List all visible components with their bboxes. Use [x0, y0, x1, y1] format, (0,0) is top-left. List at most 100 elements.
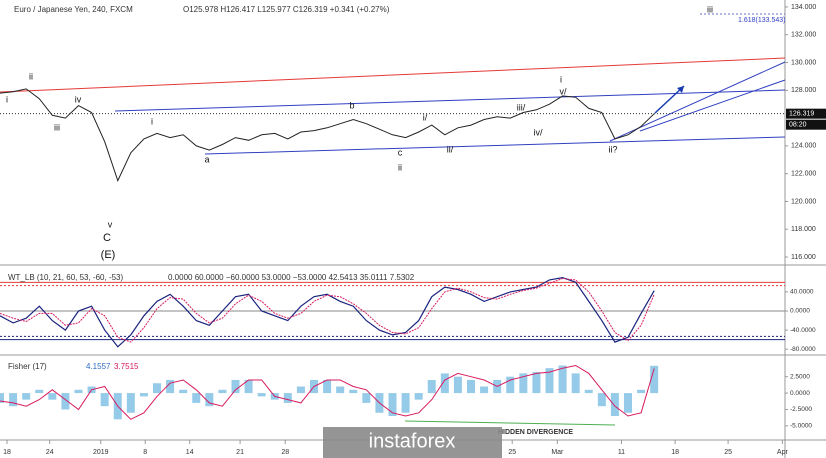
wt-readout: 0.0000 60.0000 −60.0000 53.0000 −53.0000…	[168, 273, 415, 282]
y-tick-label: -80.0000	[790, 346, 816, 353]
y-tick-label: 122.000	[791, 171, 816, 178]
x-tick-label: 28	[281, 449, 289, 456]
fisher-bar	[166, 379, 175, 394]
fisher-bar	[192, 393, 201, 403]
fisher-bar	[650, 365, 659, 394]
fisher-bar	[440, 373, 449, 394]
x-tick-label: 25	[508, 449, 516, 456]
fisher-bar	[624, 393, 632, 413]
x-tick-label: 14	[186, 449, 194, 456]
wave-label: iv/	[534, 127, 543, 137]
x-tick-label: Mar	[551, 449, 564, 456]
x-tick-label: 18	[3, 449, 11, 456]
wave-label: iii/	[517, 102, 526, 112]
fisher-bar	[597, 393, 606, 407]
trend-line	[0, 57, 786, 93]
fisher-bar	[323, 379, 332, 394]
x-tick-label: 11	[618, 449, 625, 456]
y-tick-label: 0.0000	[790, 390, 810, 397]
fisher-bar	[362, 393, 371, 403]
watermark-box	[323, 427, 502, 458]
channel-line	[639, 79, 786, 132]
fisher-bar	[545, 368, 554, 394]
wave-label: v	[108, 219, 113, 229]
y-tick-label: -5.0000	[790, 423, 812, 430]
x-tick-label: Apr	[777, 449, 789, 456]
last-price-label: 126.319	[789, 111, 814, 118]
y-tick-label: 124.000	[791, 143, 816, 150]
fisher-bar	[453, 376, 462, 394]
fisher-bar	[244, 379, 253, 394]
channel-line	[114, 89, 786, 112]
wave-label: ii?	[608, 144, 617, 154]
fisher-bar	[48, 393, 57, 400]
fisher-bar	[349, 389, 358, 394]
fisher-bar	[283, 393, 292, 403]
fisher-bar	[401, 393, 410, 413]
wave-label: b	[349, 100, 354, 110]
y-tick-label: 2.5000	[790, 373, 810, 380]
wave-label: c	[398, 147, 403, 157]
fisher-bar	[336, 386, 345, 394]
x-tick-label: 18	[671, 449, 679, 456]
trigger-line	[0, 364, 655, 420]
wave-label: iii	[707, 4, 713, 14]
wave-label: i/	[423, 112, 428, 122]
fisher-bar	[388, 393, 397, 417]
x-tick-label: 8	[143, 449, 147, 456]
chart-title: Euro / Japanese Yen, 240, FXCM	[14, 5, 133, 14]
wave-label: i	[6, 94, 8, 104]
fisher-bar	[22, 393, 31, 400]
y-tick-label: -2.5000	[790, 406, 812, 413]
fisher-bar	[35, 389, 44, 394]
wave-label: iii	[54, 122, 60, 132]
fisher-bar	[532, 372, 541, 394]
wave-label: ii	[398, 162, 402, 172]
arrow	[654, 85, 685, 114]
x-tick-label: 25	[724, 449, 732, 456]
y-tick-label: 120.000	[791, 198, 816, 205]
fisher-bar	[427, 379, 436, 394]
time-tag	[786, 119, 826, 130]
wave-label: i	[560, 74, 562, 84]
ohlc-readout: O125.978 H126.417 L125.977 C126.319 +0.3…	[183, 5, 390, 14]
price-tag	[786, 108, 826, 119]
fisher-bar	[414, 393, 423, 400]
fisher-bar	[153, 383, 161, 394]
fisher-bar	[257, 393, 266, 397]
fisher-bar	[100, 393, 109, 407]
fisher-bar	[218, 389, 227, 394]
wt2-line	[0, 277, 655, 343]
fisher-bar	[231, 379, 240, 394]
x-tick-label: 21	[236, 449, 244, 456]
watermark: instaforex	[369, 430, 456, 452]
y-tick-label: 118.000	[791, 226, 816, 233]
fisher-bar	[558, 365, 567, 394]
fisher-bar	[571, 373, 580, 394]
wave-label: ii/	[447, 144, 454, 154]
fisher-bar	[0, 393, 4, 403]
fisher-bar	[61, 393, 70, 410]
fisher-bar	[126, 393, 135, 413]
channel-line	[204, 136, 786, 155]
fisher-bar	[480, 386, 489, 394]
fisher-bar	[9, 393, 18, 407]
fisher-bar	[584, 389, 593, 394]
fisher-bar	[467, 379, 475, 394]
wave-label: v/	[559, 86, 567, 96]
y-tick-label: 116.000	[791, 254, 816, 261]
fisher-readout: 4.1557	[86, 362, 111, 371]
wave-label: iv	[75, 94, 82, 104]
divergence-line	[404, 420, 616, 426]
fisher-bar	[519, 373, 528, 394]
wave-label: 1.618(133.543)	[738, 17, 785, 24]
y-tick-label: 130.000	[791, 59, 816, 66]
fisher-bar	[637, 389, 646, 394]
fisher-bar	[74, 389, 83, 394]
y-tick-label: 128.000	[791, 87, 816, 94]
fisher-bar	[506, 376, 515, 394]
y-tick-label: -40.0000	[790, 327, 816, 334]
fisher-bar	[139, 393, 148, 397]
